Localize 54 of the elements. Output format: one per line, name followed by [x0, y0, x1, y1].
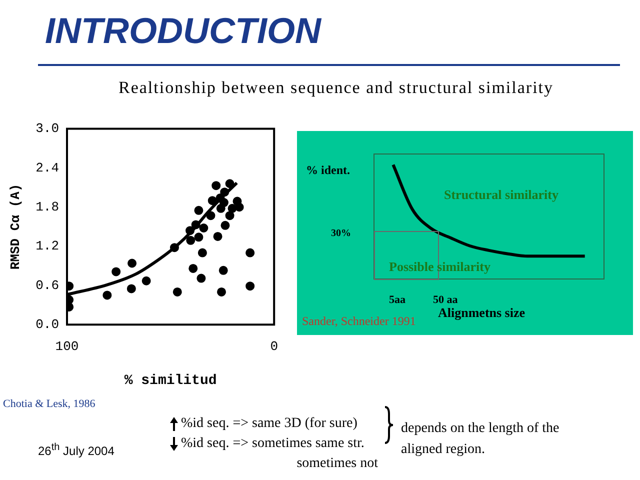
point: [246, 282, 255, 291]
y-tick-label: 0.6: [36, 278, 60, 293]
point: [208, 196, 217, 206]
point: [246, 248, 255, 258]
point: [196, 274, 206, 283]
point: [186, 226, 195, 236]
point: [199, 224, 208, 233]
annotation: Structural similarity: [444, 186, 558, 204]
point: [194, 232, 204, 242]
point: [102, 290, 112, 300]
point: [212, 181, 221, 190]
point: [220, 220, 230, 230]
point: [172, 287, 182, 296]
y-tick-label: 2.4: [36, 160, 60, 176]
y-axis-title: % ident.: [306, 163, 350, 178]
text: Realtionship between sequence and structural similarity: [117, 78, 555, 98]
point: [126, 284, 136, 294]
y-axis-title: RMSD Cα (A): [8, 184, 24, 270]
point: [198, 248, 207, 258]
text: 50 aa: [433, 293, 458, 308]
x-tick-label: 100: [55, 338, 79, 354]
y-tick-label: 3.0: [36, 121, 60, 136]
point: [216, 287, 226, 296]
text: 26$^{th}$ July 2004: [38, 441, 114, 460]
point: [219, 198, 228, 208]
point: [186, 236, 196, 245]
x-axis-title: Alignmetns size: [438, 305, 526, 321]
y-tick-label: 0.0: [36, 317, 60, 332]
text: Sander, Schneider 1991: [302, 313, 416, 330]
point: [142, 276, 151, 286]
point: [188, 264, 198, 273]
point: [194, 206, 204, 215]
y-tick-label: 1.8: [36, 200, 60, 215]
y-tick-label: 1.2: [36, 238, 60, 254]
x-axis-title: % similitud: [124, 373, 217, 390]
point: [225, 211, 234, 220]
text: 30%: [331, 227, 351, 241]
point: [206, 211, 216, 220]
point: [191, 220, 200, 230]
point: [213, 232, 222, 241]
point: [128, 258, 137, 268]
point: [112, 267, 121, 276]
point: [220, 188, 230, 197]
text: 5aa: [389, 293, 406, 308]
text: depends on the length of the aligned region.: [401, 420, 560, 459]
chart-title: INTRODUCTION: [45, 10, 321, 52]
text: %id seq. => same 3D (for sure): [181, 415, 358, 433]
text: Chotia & Lesk, 1986: [3, 397, 96, 412]
point: [234, 202, 244, 212]
point: [170, 243, 179, 252]
text: %id seq. => sometimes same str. sometimes not: [181, 435, 378, 473]
point: [225, 179, 234, 188]
point: [218, 266, 228, 275]
x-tick-label: 0: [270, 338, 278, 354]
